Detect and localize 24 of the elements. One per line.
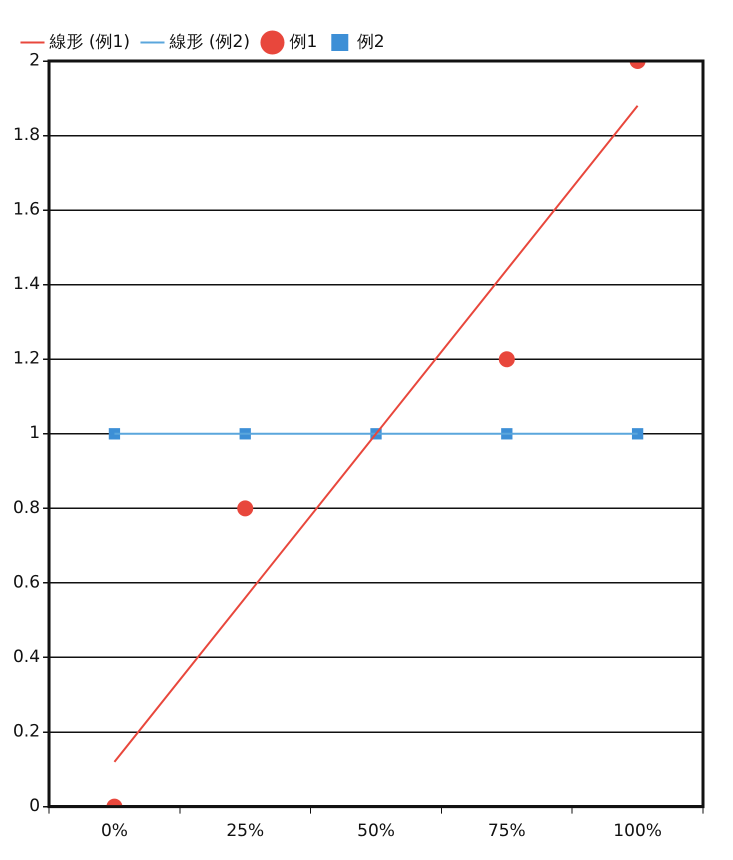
y-tick-label: 1.8	[12, 124, 40, 145]
x-tick-label: 100%	[613, 821, 662, 842]
y-tick-label: 1.2	[12, 348, 40, 369]
y-tick-label: 0.6	[12, 572, 40, 592]
x-tick-label: 25%	[226, 821, 264, 842]
y-tick-label: 1.4	[12, 274, 40, 294]
point	[108, 428, 120, 440]
point	[498, 351, 515, 368]
y-tick-label: 1	[29, 423, 40, 444]
legend-label: 線形 (例2)	[168, 32, 250, 52]
point	[237, 500, 254, 516]
legend-label: 例1	[289, 32, 318, 52]
point	[632, 428, 644, 440]
x-tick-label: 0%	[100, 821, 128, 842]
y-tick-label: 1.6	[12, 200, 40, 220]
x-tick-label: 50%	[357, 821, 395, 842]
y-tick-label: 2	[29, 50, 40, 70]
legend-label: 線形 (例1)	[48, 32, 130, 52]
y-tick-label: 0	[29, 796, 40, 816]
y-tick-label: 0.2	[12, 721, 40, 742]
legend-label: 例2	[356, 32, 385, 52]
y-tick-label: 0.8	[12, 498, 40, 518]
x-tick-label: 75%	[488, 821, 526, 842]
y-tick-label: 0.4	[12, 646, 40, 667]
